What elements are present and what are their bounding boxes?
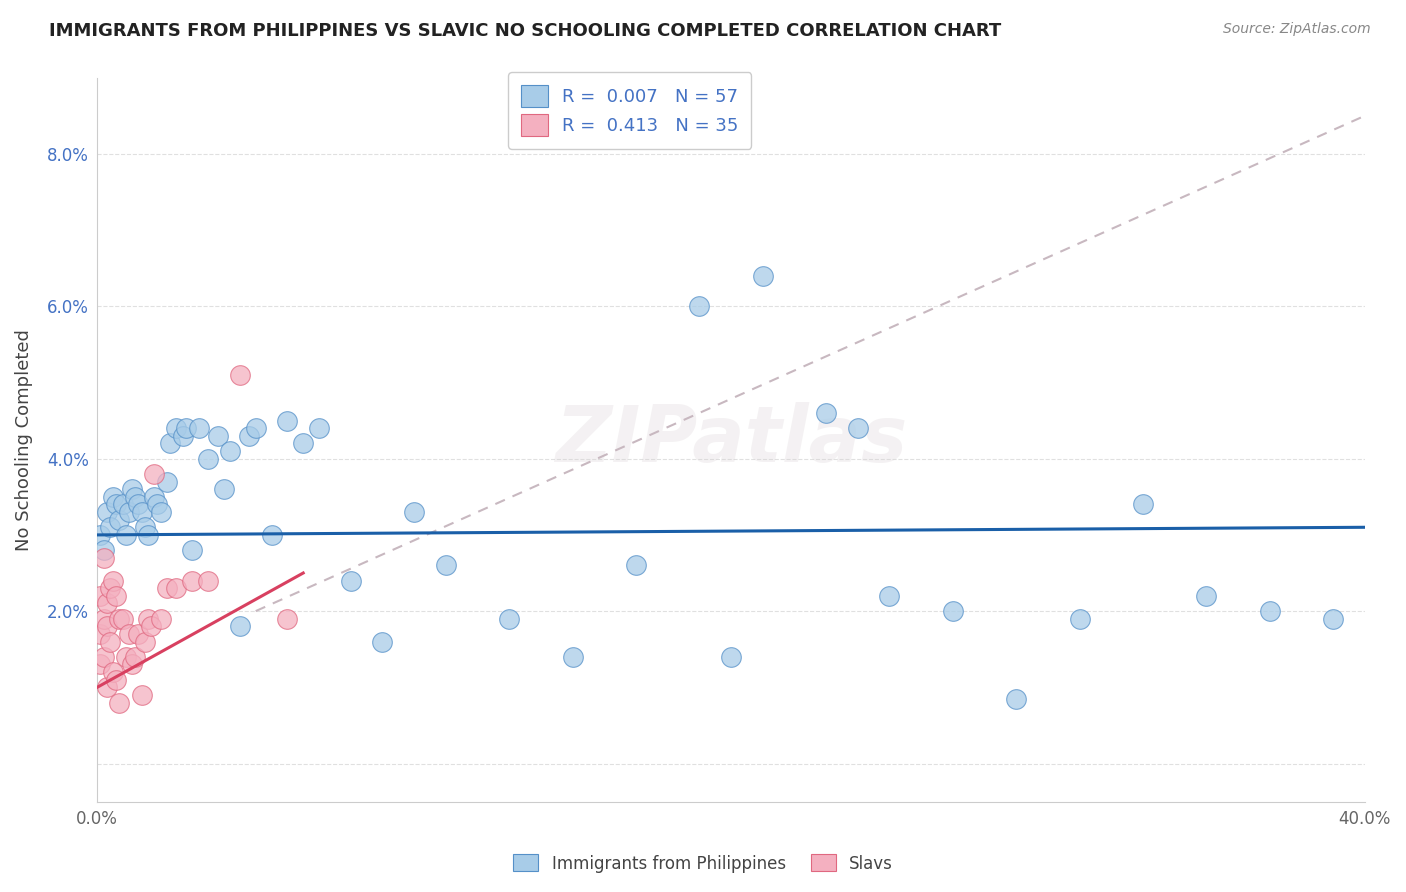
Point <box>308 421 330 435</box>
Point <box>134 634 156 648</box>
Legend: R =  0.007   N = 57, R =  0.413   N = 35: R = 0.007 N = 57, R = 0.413 N = 35 <box>508 72 751 149</box>
Point <box>93 649 115 664</box>
Point <box>1258 604 1281 618</box>
Point <box>98 520 121 534</box>
Text: ZIPatlas: ZIPatlas <box>555 401 907 477</box>
Point <box>111 612 134 626</box>
Point <box>105 673 128 687</box>
Point <box>174 421 197 435</box>
Point <box>688 299 710 313</box>
Point <box>229 368 252 382</box>
Point <box>815 406 838 420</box>
Point <box>136 528 159 542</box>
Text: IMMIGRANTS FROM PHILIPPINES VS SLAVIC NO SCHOOLING COMPLETED CORRELATION CHART: IMMIGRANTS FROM PHILIPPINES VS SLAVIC NO… <box>49 22 1001 40</box>
Point <box>93 612 115 626</box>
Point <box>124 490 146 504</box>
Point <box>105 589 128 603</box>
Point <box>245 421 267 435</box>
Point <box>229 619 252 633</box>
Point <box>1069 612 1091 626</box>
Point <box>146 497 169 511</box>
Point <box>118 505 141 519</box>
Point <box>1322 612 1344 626</box>
Point <box>114 528 136 542</box>
Point <box>720 649 742 664</box>
Point <box>181 574 204 588</box>
Point <box>846 421 869 435</box>
Point <box>114 649 136 664</box>
Point <box>212 482 235 496</box>
Point <box>260 528 283 542</box>
Point <box>111 497 134 511</box>
Point <box>292 436 315 450</box>
Point <box>98 634 121 648</box>
Point <box>238 429 260 443</box>
Point <box>108 612 131 626</box>
Point <box>101 665 124 679</box>
Point <box>108 513 131 527</box>
Point <box>121 657 143 672</box>
Point <box>143 467 166 481</box>
Point <box>197 451 219 466</box>
Point <box>143 490 166 504</box>
Point <box>561 649 583 664</box>
Point <box>96 505 118 519</box>
Point <box>118 627 141 641</box>
Point <box>127 627 149 641</box>
Point <box>131 505 153 519</box>
Point <box>134 520 156 534</box>
Point <box>127 497 149 511</box>
Point <box>942 604 965 618</box>
Y-axis label: No Schooling Completed: No Schooling Completed <box>15 329 32 550</box>
Point <box>1195 589 1218 603</box>
Point <box>89 528 111 542</box>
Point <box>172 429 194 443</box>
Point <box>879 589 901 603</box>
Point <box>219 444 242 458</box>
Point <box>89 627 111 641</box>
Point <box>139 619 162 633</box>
Point <box>165 421 187 435</box>
Point <box>98 581 121 595</box>
Point <box>149 505 172 519</box>
Point <box>624 558 647 573</box>
Point <box>96 619 118 633</box>
Text: Source: ZipAtlas.com: Source: ZipAtlas.com <box>1223 22 1371 37</box>
Point <box>101 490 124 504</box>
Point <box>89 589 111 603</box>
Point <box>165 581 187 595</box>
Point <box>1005 691 1028 706</box>
Point <box>156 581 179 595</box>
Point <box>276 612 298 626</box>
Point <box>105 497 128 511</box>
Point <box>339 574 361 588</box>
Point <box>93 550 115 565</box>
Point <box>149 612 172 626</box>
Point <box>159 436 181 450</box>
Point <box>1132 497 1154 511</box>
Point <box>276 414 298 428</box>
Point <box>121 482 143 496</box>
Point <box>197 574 219 588</box>
Point <box>187 421 209 435</box>
Point <box>131 688 153 702</box>
Point <box>371 634 394 648</box>
Point <box>93 543 115 558</box>
Point <box>181 543 204 558</box>
Point <box>96 681 118 695</box>
Point <box>136 612 159 626</box>
Point <box>498 612 520 626</box>
Point <box>207 429 229 443</box>
Point <box>404 505 426 519</box>
Point <box>124 649 146 664</box>
Point <box>156 475 179 489</box>
Point <box>434 558 457 573</box>
Point <box>96 597 118 611</box>
Legend: Immigrants from Philippines, Slavs: Immigrants from Philippines, Slavs <box>506 847 900 880</box>
Point <box>751 268 773 283</box>
Point <box>89 657 111 672</box>
Point <box>101 574 124 588</box>
Point <box>108 696 131 710</box>
